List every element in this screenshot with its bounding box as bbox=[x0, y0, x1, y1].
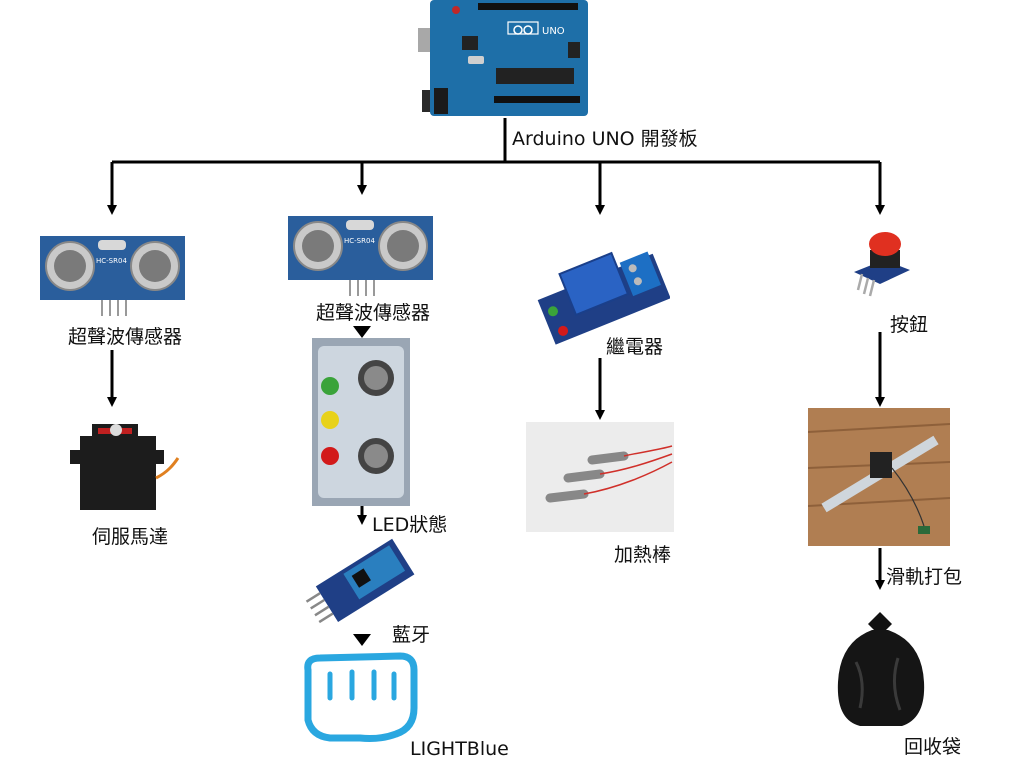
heating-rod-photo bbox=[526, 422, 674, 532]
bluetooth-label: 藍牙 bbox=[392, 624, 431, 646]
arduino-board-icon: UNO bbox=[418, 0, 588, 118]
slide-rail-photo bbox=[807, 408, 951, 546]
lightblue-label: LIGHTBlue bbox=[410, 738, 509, 760]
led-panel-photo bbox=[312, 338, 410, 506]
ultrasonic-sensor-icon: HC-SR04 bbox=[288, 216, 433, 296]
sensor-silk-text: HC-SR04 bbox=[96, 257, 127, 265]
sensor-silk-text: HC-SR04 bbox=[344, 237, 375, 245]
button-label: 按鈕 bbox=[890, 314, 929, 336]
relay-label: 繼電器 bbox=[606, 336, 664, 358]
board-silk-text: UNO bbox=[542, 26, 565, 37]
bluetooth-module-icon bbox=[304, 530, 426, 638]
ultrasonic-sensor-icon: HC-SR04 bbox=[40, 236, 185, 316]
led-status-label: LED狀態 bbox=[372, 514, 448, 536]
board-label: Arduino UNO 開發板 bbox=[512, 128, 698, 150]
servo-motor-icon bbox=[66, 418, 181, 513]
heater-label: 加熱棒 bbox=[614, 544, 672, 566]
servo-label: 伺服馬達 bbox=[92, 526, 169, 548]
lightblue-fist-icon bbox=[300, 652, 418, 744]
push-button-icon bbox=[848, 230, 916, 300]
sensor1-label: 超聲波傳感器 bbox=[68, 326, 183, 348]
bag-label: 回收袋 bbox=[904, 736, 962, 758]
sensor2-label: 超聲波傳感器 bbox=[316, 302, 431, 324]
relay-module-icon bbox=[532, 240, 671, 348]
garbage-bag-icon bbox=[832, 612, 928, 730]
rail-label: 滑軌打包 bbox=[886, 566, 963, 588]
